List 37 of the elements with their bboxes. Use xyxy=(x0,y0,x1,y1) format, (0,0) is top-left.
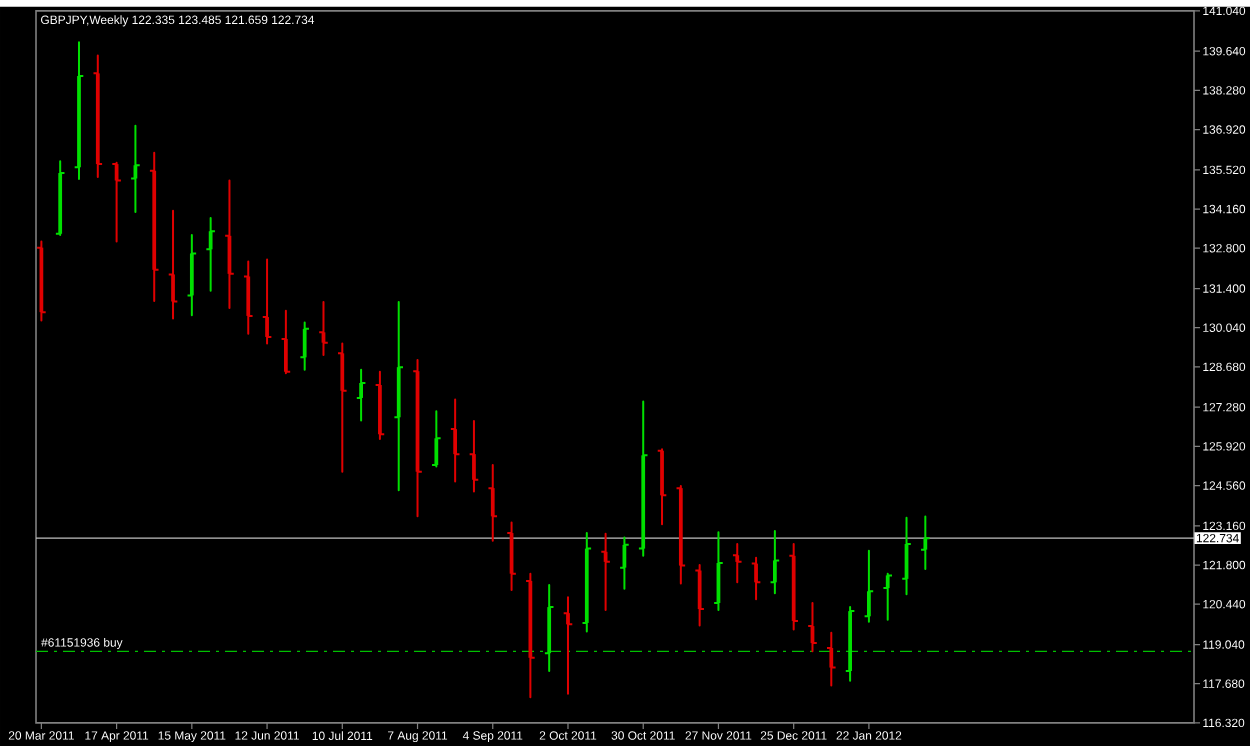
candlestick xyxy=(374,370,386,440)
candlestick xyxy=(788,542,799,631)
candlestick xyxy=(92,54,104,178)
candlestick xyxy=(844,605,856,682)
candlestick xyxy=(694,563,705,627)
candlestick xyxy=(242,260,254,335)
candlestick xyxy=(54,159,66,236)
candlestick xyxy=(731,542,743,583)
candlestick xyxy=(656,447,668,525)
candlestick xyxy=(562,595,574,695)
candlestick xyxy=(261,258,273,345)
candlestick xyxy=(920,515,931,570)
candlestick xyxy=(675,484,687,585)
candlestick xyxy=(205,216,216,292)
candlestick xyxy=(581,531,593,633)
candlestick xyxy=(393,300,405,491)
candlestick xyxy=(637,400,649,557)
candlestick xyxy=(186,233,198,316)
candlestick xyxy=(355,368,367,422)
candlestick xyxy=(148,151,160,302)
candlestick xyxy=(487,463,499,542)
candlestick xyxy=(769,529,781,594)
candlestick xyxy=(336,342,348,473)
candlestick xyxy=(863,549,875,623)
candlestick xyxy=(280,309,292,374)
candlestick xyxy=(468,419,480,493)
candlestick xyxy=(167,209,179,320)
candlestick xyxy=(36,240,47,322)
candlestick xyxy=(449,397,461,483)
candlestick xyxy=(73,40,85,180)
candlestick xyxy=(525,572,536,698)
candlestick xyxy=(750,556,762,600)
candlestick xyxy=(431,409,442,468)
candlestick xyxy=(299,321,310,371)
candlestick xyxy=(882,572,894,621)
candlestick xyxy=(825,631,837,686)
candlestick xyxy=(543,583,555,672)
